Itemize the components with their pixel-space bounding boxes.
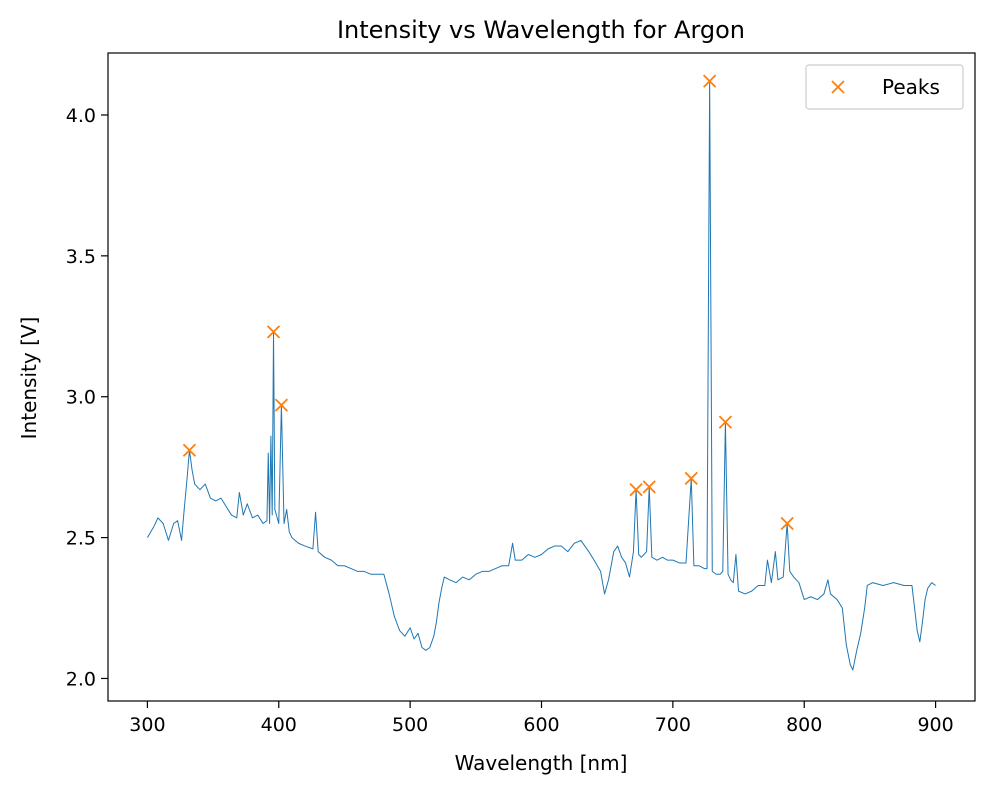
peak-marker-0	[182, 443, 197, 457]
peak-marker-7	[718, 415, 733, 429]
y-axis: 2.0 2.5 3.0 3.5 4.0	[66, 105, 108, 690]
peak-marker-8	[780, 516, 794, 531]
peak-marker-6	[703, 74, 717, 88]
legend-peaks-label: Peaks	[882, 75, 940, 99]
y-tick-label: 3.0	[66, 387, 96, 409]
y-tick-label: 2.5	[66, 528, 96, 550]
x-tick-label: 800	[786, 714, 822, 736]
legend-peaks-marker	[831, 80, 845, 94]
x-tick-label: 500	[392, 714, 428, 736]
peak-marker-5	[684, 471, 698, 486]
x-tick-label: 300	[129, 714, 165, 736]
x-tick-label: 700	[655, 714, 691, 736]
y-tick-label: 4.0	[66, 105, 96, 127]
legend-marker-x	[831, 80, 845, 94]
y-axis-label: Intensity [V]	[17, 317, 41, 440]
legend-box	[805, 64, 964, 110]
x-axis: 300 400 500 600 700 800 900	[129, 701, 954, 736]
legend: Peaks	[805, 64, 964, 110]
x-tick-label: 600	[523, 714, 559, 736]
x-tick-label: 400	[261, 714, 297, 736]
peak-marker-3	[629, 483, 643, 497]
y-tick-label: 2.0	[66, 668, 96, 690]
series-line-intensity	[146, 80, 936, 671]
chart-title: Intensity vs Wavelength for Argon	[337, 16, 745, 44]
x-tick-label: 900	[917, 714, 953, 736]
peak-marker-4	[642, 480, 656, 494]
x-axis-label: Wavelength [nm]	[455, 751, 628, 775]
peak-marker-1	[266, 325, 281, 339]
peak-marker-2	[274, 398, 289, 412]
y-tick-label: 3.5	[66, 246, 96, 268]
